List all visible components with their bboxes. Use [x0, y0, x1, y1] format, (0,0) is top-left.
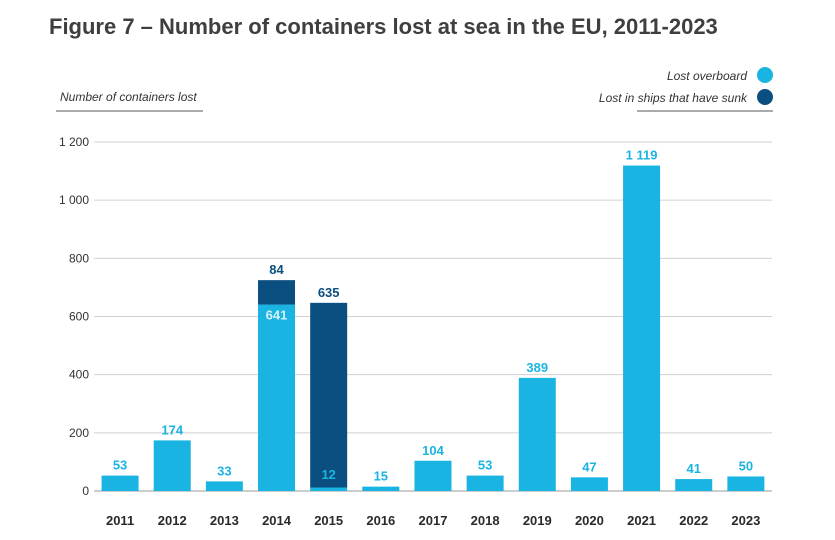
data-label-lost-overboard: 104	[422, 443, 444, 458]
bars-layer	[101, 165, 765, 491]
data-label-lost-overboard: 33	[217, 463, 231, 478]
data-label-lost-overboard: 389	[526, 360, 548, 375]
data-label-lost-overboard: 50	[739, 458, 753, 473]
bar-lost-overboard	[570, 477, 608, 491]
x-tick-label: 2018	[471, 513, 500, 528]
bar-lost-overboard	[362, 486, 400, 491]
bar-lost-overboard	[101, 475, 139, 491]
chart-title: Figure 7 – Number of containers lost at …	[49, 14, 718, 39]
bar-lost-overboard	[466, 475, 504, 491]
bar-lost-overboard	[623, 165, 661, 491]
legend-label-lost-overboard: Lost overboard	[667, 69, 747, 83]
data-label-lost-overboard: 12	[321, 467, 335, 482]
bar-lost-overboard	[153, 440, 191, 491]
x-tick-label: 2013	[210, 513, 239, 528]
bar-lost-overboard	[414, 460, 452, 491]
y-tick-label: 0	[82, 484, 89, 498]
y-tick-label: 400	[69, 368, 89, 382]
bar-lost-overboard	[675, 479, 713, 491]
x-tick-label: 2023	[731, 513, 760, 528]
data-label-lost-overboard: 174	[161, 422, 183, 437]
bar-lost-in-sunk-ships	[258, 280, 296, 305]
data-label-lost-overboard: 53	[113, 458, 127, 473]
bar-lost-overboard	[310, 487, 348, 491]
data-label-lost-overboard: 1 119	[626, 148, 658, 163]
data-label-lost-overboard: 641	[266, 308, 288, 323]
data-label-lost-in-sunk-ships: 635	[318, 285, 340, 300]
data-label-lost-overboard: 41	[686, 461, 700, 476]
x-tick-label: 2014	[262, 513, 292, 528]
y-tick-label: 800	[69, 251, 89, 265]
y-tick-label: 600	[69, 310, 89, 324]
bar-lost-overboard	[727, 476, 765, 491]
bar-lost-overboard	[205, 481, 243, 491]
legend-swatch-lost-in-sunk-ships	[757, 89, 773, 105]
labels-layer: 2011 53 2012 174 2013 33 2014 641 84 2015 12 635 201…	[106, 148, 760, 528]
x-tick-label: 2020	[575, 513, 604, 528]
x-tick-label: 2019	[523, 513, 552, 528]
legend-swatch-lost-overboard	[757, 67, 773, 83]
data-label-lost-overboard: 53	[478, 458, 492, 473]
x-tick-label: 2012	[158, 513, 187, 528]
y-axis-label: Number of containers lost	[60, 90, 197, 104]
x-tick-label: 2011	[106, 513, 134, 528]
legend-label-lost-in-sunk-ships: Lost in ships that have sunk	[599, 91, 748, 105]
y-tick-label: 1 200	[59, 135, 89, 149]
bar-lost-overboard	[518, 377, 556, 491]
x-tick-label: 2015	[314, 513, 343, 528]
x-tick-label: 2017	[419, 513, 448, 528]
data-label-lost-in-sunk-ships: 84	[269, 262, 284, 277]
x-tick-label: 2021	[627, 513, 656, 528]
bar-lost-in-sunk-ships	[310, 302, 348, 488]
data-label-lost-overboard: 15	[374, 469, 388, 484]
y-tick-label: 1 000	[59, 193, 89, 207]
data-label-lost-overboard: 47	[582, 459, 596, 474]
y-tick-label: 200	[69, 426, 89, 440]
x-tick-label: 2022	[679, 513, 708, 528]
bar-lost-overboard	[258, 304, 296, 491]
x-tick-label: 2016	[366, 513, 395, 528]
